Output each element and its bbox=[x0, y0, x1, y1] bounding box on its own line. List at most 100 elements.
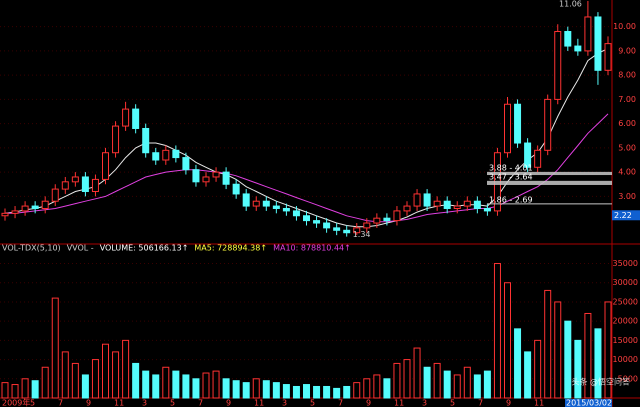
candle-body bbox=[81, 176, 89, 193]
x-tick-label: 11 bbox=[394, 399, 404, 407]
volume-bar bbox=[252, 378, 260, 399]
y-tick-label: 15000 bbox=[613, 336, 638, 345]
volume-bar bbox=[463, 366, 471, 399]
volume-bar bbox=[51, 297, 59, 399]
x-tick-label: 9 bbox=[226, 399, 231, 407]
candle-body bbox=[282, 207, 290, 212]
volume-bar bbox=[91, 359, 99, 399]
x-tick-label: 7 bbox=[338, 399, 343, 407]
volume-bar bbox=[383, 378, 391, 399]
candle-body bbox=[303, 215, 310, 222]
candle-body bbox=[172, 149, 180, 159]
candle-body bbox=[11, 210, 19, 214]
candle-body bbox=[473, 200, 481, 209]
candle-body bbox=[71, 176, 79, 183]
x-tick-label: 3 bbox=[422, 399, 427, 407]
candle-body bbox=[333, 227, 341, 231]
end-date-box bbox=[565, 399, 612, 407]
x-tick-label: 11 bbox=[114, 399, 124, 407]
x-tick-label: 5 bbox=[450, 399, 455, 407]
low-label: 1.34 bbox=[353, 230, 371, 239]
volume-bar bbox=[423, 366, 431, 399]
volume-bar bbox=[152, 374, 160, 399]
volume-bar bbox=[41, 366, 49, 399]
price-zone bbox=[487, 180, 612, 185]
candle-body bbox=[403, 205, 411, 212]
candle-body bbox=[222, 171, 230, 185]
volume-bar bbox=[232, 380, 240, 399]
candle-body bbox=[242, 193, 250, 207]
x-tick-label: 9 bbox=[506, 399, 511, 407]
candle-body bbox=[262, 200, 270, 207]
indicator-label: MA5: 728894.38↑ bbox=[194, 244, 267, 253]
candle-body bbox=[31, 205, 39, 209]
volume-bar bbox=[473, 374, 481, 399]
indicator-label: MA10: 878810.44↑ bbox=[273, 244, 351, 253]
candle-body bbox=[363, 222, 371, 229]
volume-bar bbox=[242, 382, 250, 399]
candle-body bbox=[353, 227, 361, 234]
candle-body bbox=[152, 152, 160, 161]
volume-bar bbox=[172, 370, 180, 399]
candle-body bbox=[433, 200, 441, 207]
volume-bar bbox=[222, 378, 230, 399]
x-tick-label: 5 bbox=[30, 399, 35, 407]
candle-body bbox=[483, 207, 491, 212]
volume-bar bbox=[564, 320, 572, 399]
volume-bar bbox=[282, 384, 290, 399]
candle-body bbox=[584, 16, 592, 52]
volume-bar bbox=[433, 362, 441, 399]
x-tick-label: 11 bbox=[534, 399, 544, 407]
volume-bar bbox=[403, 359, 411, 399]
x-tick-label: 9 bbox=[86, 399, 91, 407]
zone-label: 3.88 - 4.01 bbox=[489, 163, 533, 172]
candle-body bbox=[514, 103, 522, 144]
y-tick-label: 10000 bbox=[613, 355, 638, 364]
volume-bar bbox=[524, 351, 532, 399]
indicator-label: VVOL - bbox=[67, 244, 94, 253]
y-tick-label: 9.00 bbox=[618, 46, 636, 55]
candle-body bbox=[212, 171, 220, 178]
x-tick-label: 7 bbox=[198, 399, 203, 407]
volume-bar bbox=[393, 362, 401, 399]
candle-body bbox=[21, 205, 29, 212]
candle-body bbox=[91, 178, 99, 193]
y-tick-label: 4.00 bbox=[618, 168, 636, 177]
volume-bar bbox=[272, 382, 280, 399]
y-tick-label: 3.00 bbox=[618, 192, 636, 201]
volume-bar bbox=[323, 385, 331, 399]
x-tick-label: 7 bbox=[58, 399, 63, 407]
volume-bar bbox=[192, 378, 200, 399]
y-tick-label: 6.00 bbox=[618, 119, 636, 128]
candle-body bbox=[554, 31, 562, 100]
candle-body bbox=[122, 108, 130, 127]
zone-label: 1.86 - 2.69 bbox=[489, 195, 533, 204]
end-date: 2015/03/02 bbox=[566, 399, 612, 407]
x-tick-label: 3 bbox=[142, 399, 147, 407]
high-label: 11.06 bbox=[559, 0, 582, 8]
indicator-label: VOL-TDX(5,10) bbox=[2, 244, 61, 253]
candle-body bbox=[423, 193, 431, 207]
volume-bar bbox=[544, 289, 552, 399]
volume-bar bbox=[313, 385, 321, 399]
candle-body bbox=[524, 142, 532, 168]
volume-bar bbox=[262, 380, 270, 399]
volume-bar bbox=[373, 374, 381, 399]
volume-bar bbox=[303, 384, 310, 399]
volume-bar bbox=[333, 387, 341, 399]
candle-body bbox=[41, 200, 49, 209]
y-tick-label: 10.00 bbox=[613, 22, 636, 31]
y-tick-label: 30000 bbox=[613, 278, 638, 287]
candle-body bbox=[574, 45, 582, 52]
candle-body bbox=[292, 210, 300, 217]
volume-bar bbox=[132, 362, 140, 399]
volume-bar bbox=[162, 366, 170, 399]
y-tick-label: 35000 bbox=[613, 259, 638, 268]
candle-body bbox=[443, 200, 451, 209]
x-tick-label: 9 bbox=[366, 399, 371, 407]
volume-bar bbox=[11, 384, 19, 399]
candle-body bbox=[383, 217, 391, 222]
candle-body bbox=[463, 200, 471, 207]
candle-body bbox=[393, 210, 401, 222]
